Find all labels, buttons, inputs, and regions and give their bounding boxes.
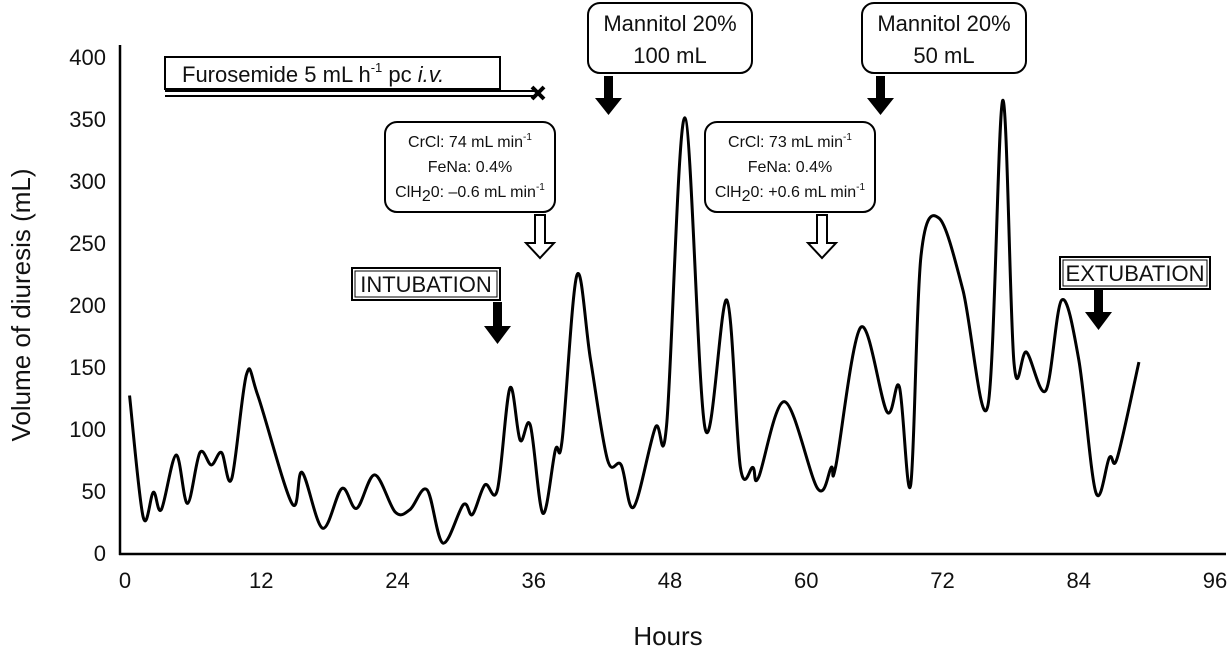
hollow-arrow-down-icon bbox=[523, 214, 557, 260]
y-tick-label: 250 bbox=[69, 231, 106, 256]
y-tick-label: 150 bbox=[69, 355, 106, 380]
x-axis-label: Hours bbox=[633, 621, 702, 651]
y-tick-label: 350 bbox=[69, 107, 106, 132]
arrow-down-icon bbox=[867, 76, 894, 115]
arrow-down-icon bbox=[595, 76, 622, 115]
hollow-arrow-down-icon bbox=[805, 214, 839, 260]
x-tick-label: 60 bbox=[794, 568, 818, 593]
svg-text:Mannitol 20%: Mannitol 20% bbox=[877, 11, 1010, 36]
x-tick-label: 24 bbox=[385, 568, 409, 593]
y-tick-label: 50 bbox=[82, 479, 106, 504]
y-tick-label: 200 bbox=[69, 293, 106, 318]
svg-text:100 mL: 100 mL bbox=[633, 43, 706, 68]
x-tick-label: 96 bbox=[1203, 568, 1227, 593]
intubation-annotation: INTUBATION bbox=[351, 267, 511, 344]
x-tick-label: 0 bbox=[119, 568, 131, 593]
y-tick-label: 0 bbox=[94, 541, 106, 566]
tick-labels: 0 50 100 150 200 250 300 350 400 0 12 24 36 48 60 72 84 9… bbox=[69, 45, 1227, 593]
clearance-annotation-2: CrCl: 73 mL min-1 FeNa: 0.4% ClH20: +0.6… bbox=[704, 121, 876, 260]
arrow-down-icon bbox=[1085, 290, 1112, 330]
svg-text:Mannitol 20%: Mannitol 20% bbox=[603, 11, 736, 36]
clearance-annotation-1: CrCl: 74 mL min-1 FeNa: 0.4% ClH20: –0.6… bbox=[384, 121, 557, 260]
y-tick-label: 300 bbox=[69, 169, 106, 194]
svg-text:FeNa: 0.4%: FeNa: 0.4% bbox=[428, 159, 512, 176]
arrow-down-icon bbox=[484, 302, 511, 344]
svg-text:EXTUBATION: EXTUBATION bbox=[1066, 261, 1205, 286]
svg-text:ClH20: +0.6 mL min-1: ClH20: +0.6 mL min-1 bbox=[715, 182, 866, 205]
x-tick-label: 48 bbox=[658, 568, 682, 593]
svg-text:FeNa: 0.4%: FeNa: 0.4% bbox=[748, 159, 832, 176]
y-axis-label: Volume of diuresis (mL) bbox=[6, 168, 36, 441]
svg-text:CrCl: 74 mL min-1: CrCl: 74 mL min-1 bbox=[408, 132, 532, 151]
furosemide-annotation: Furosemide 5 mL h-1 pc i.v. bbox=[164, 56, 546, 101]
mannitol-annotation-2: Mannitol 20% 50 mL bbox=[861, 2, 1027, 115]
svg-text:ClH20: –0.6 mL min-1: ClH20: –0.6 mL min-1 bbox=[395, 182, 545, 205]
x-tick-label: 36 bbox=[522, 568, 546, 593]
x-tick-label: 12 bbox=[249, 568, 273, 593]
svg-text:50 mL: 50 mL bbox=[913, 43, 974, 68]
y-tick-label: 100 bbox=[69, 417, 106, 442]
series-line bbox=[128, 98, 1141, 545]
x-tick-label: 72 bbox=[930, 568, 954, 593]
svg-text:Furosemide 5 mL h-1 pc i.v.: Furosemide 5 mL h-1 pc i.v. bbox=[182, 60, 444, 87]
axes bbox=[118, 45, 1226, 556]
x-tick-label: 84 bbox=[1067, 568, 1091, 593]
extubation-annotation: EXTUBATION bbox=[1059, 256, 1211, 330]
svg-text:INTUBATION: INTUBATION bbox=[360, 272, 492, 297]
y-tick-label: 400 bbox=[69, 45, 106, 70]
mannitol-annotation-1: Mannitol 20% 100 mL bbox=[587, 2, 753, 115]
stop-x-icon bbox=[530, 85, 546, 101]
svg-text:CrCl: 73 mL min-1: CrCl: 73 mL min-1 bbox=[728, 132, 852, 151]
